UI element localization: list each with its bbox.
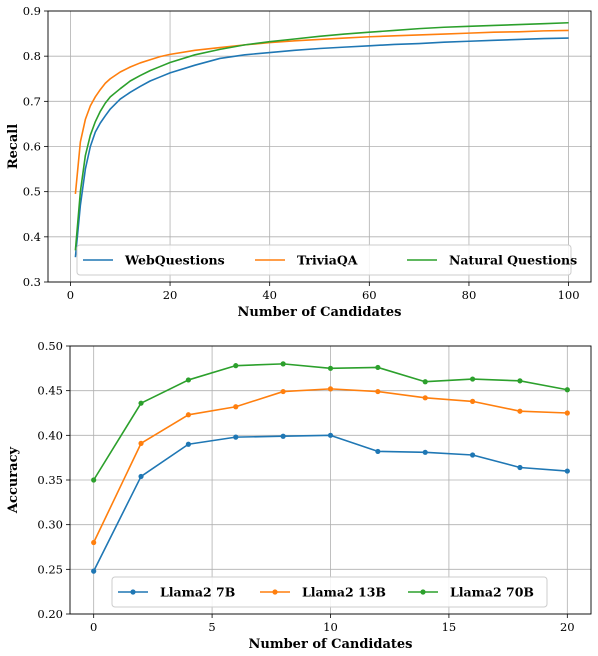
data-point [375, 364, 381, 371]
data-point [517, 378, 523, 384]
x-tick-label: 100 [558, 288, 580, 302]
data-point [375, 448, 381, 455]
data-point [233, 363, 239, 369]
data-point [280, 361, 286, 367]
legend: WebQuestions TriviaQA Natural Questions [76, 244, 577, 276]
x-tick-label: 15 [442, 620, 457, 634]
series-line-2 [74, 21, 569, 251]
data-point [91, 477, 97, 483]
y-tick-label: 0.45 [37, 384, 63, 398]
data-point [564, 468, 570, 474]
x-tick-label: 20 [163, 288, 178, 302]
legend-marker [130, 589, 136, 595]
legend-label-2: Natural Questions [449, 253, 577, 268]
legend-label-1: Llama2 13B [302, 585, 386, 600]
y-tick-label: 0.25 [37, 562, 63, 576]
y-tick-label: 0.3 [23, 275, 41, 289]
y-tick-label: 0.40 [37, 428, 63, 442]
data-point [422, 379, 428, 385]
legend-box [76, 244, 572, 276]
legend-label-0: WebQuestions [124, 253, 225, 268]
y-tick-label: 0.5 [23, 185, 41, 199]
series-line-0 [74, 37, 569, 258]
data-point [280, 388, 286, 395]
y-axis-label: Accuracy [6, 447, 21, 515]
data-point [138, 440, 144, 446]
plot-frame [69, 345, 592, 615]
legend-label-0: Llama2 7B [160, 585, 235, 600]
data-point [280, 433, 286, 439]
legend-marker [420, 589, 426, 595]
y-tick-label: 0.20 [37, 607, 63, 621]
data-point [469, 452, 476, 458]
y-tick-label: 0.35 [37, 473, 63, 487]
y-tick-label: 0.4 [23, 230, 41, 244]
data-point [327, 432, 334, 438]
x-tick-label: 60 [362, 288, 377, 302]
x-axis-label: Number of Candidates [238, 305, 402, 320]
y-tick-label: 0.9 [23, 4, 41, 18]
data-point [91, 539, 97, 546]
data-point [564, 387, 570, 393]
data-point [233, 404, 239, 410]
y-axis-label: Recall [6, 124, 21, 169]
y-tick-label: 0.8 [23, 49, 41, 63]
data-point [327, 365, 334, 371]
x-tick-label: 80 [462, 288, 477, 302]
x-tick-label: 0 [90, 620, 97, 634]
data-point [422, 395, 428, 401]
data-point [469, 398, 476, 404]
data-point [469, 376, 476, 382]
x-tick-label: 10 [323, 620, 338, 634]
data-point [91, 568, 97, 574]
legend-label-2: Llama2 70B [450, 585, 534, 600]
data-point [185, 441, 192, 447]
y-tick-label: 0.7 [23, 94, 41, 108]
legend-label-1: TriviaQA [297, 253, 358, 268]
y-tick-label: 0.50 [37, 339, 63, 353]
x-axis-label: Number of Candidates [249, 637, 413, 652]
data-point [517, 464, 523, 471]
data-point [138, 400, 144, 406]
data-point [138, 473, 144, 480]
legend-marker [272, 589, 278, 595]
recall-chart: 0 20 40 60 80 100 0.3 0.4 0.5 0.6 0.7 0.8 0.9 Number … [6, 4, 592, 320]
data-point [375, 388, 381, 395]
y-tick-label: 0.30 [37, 518, 63, 532]
y-tick-label: 0.6 [23, 140, 41, 154]
legend-box [111, 576, 548, 608]
x-tick-label: 0 [67, 288, 74, 302]
accuracy-chart: 0 5 10 15 20 0.20 0.25 0.30 0.35 0.40 0.45 0.50 Numb… [6, 339, 592, 652]
legend: Llama2 7B Llama2 13B Llama2 70B [111, 576, 548, 608]
x-tick-label: 20 [560, 620, 575, 634]
data-point [422, 449, 428, 455]
x-tick-label: 40 [262, 288, 277, 302]
plot-frame [47, 10, 592, 283]
data-point [327, 386, 334, 392]
data-point [517, 408, 523, 414]
data-point [185, 412, 192, 418]
series-line-1 [74, 29, 569, 195]
data-point [233, 434, 239, 440]
data-point [564, 410, 570, 416]
data-point [185, 377, 192, 383]
x-tick-label: 5 [208, 620, 215, 634]
